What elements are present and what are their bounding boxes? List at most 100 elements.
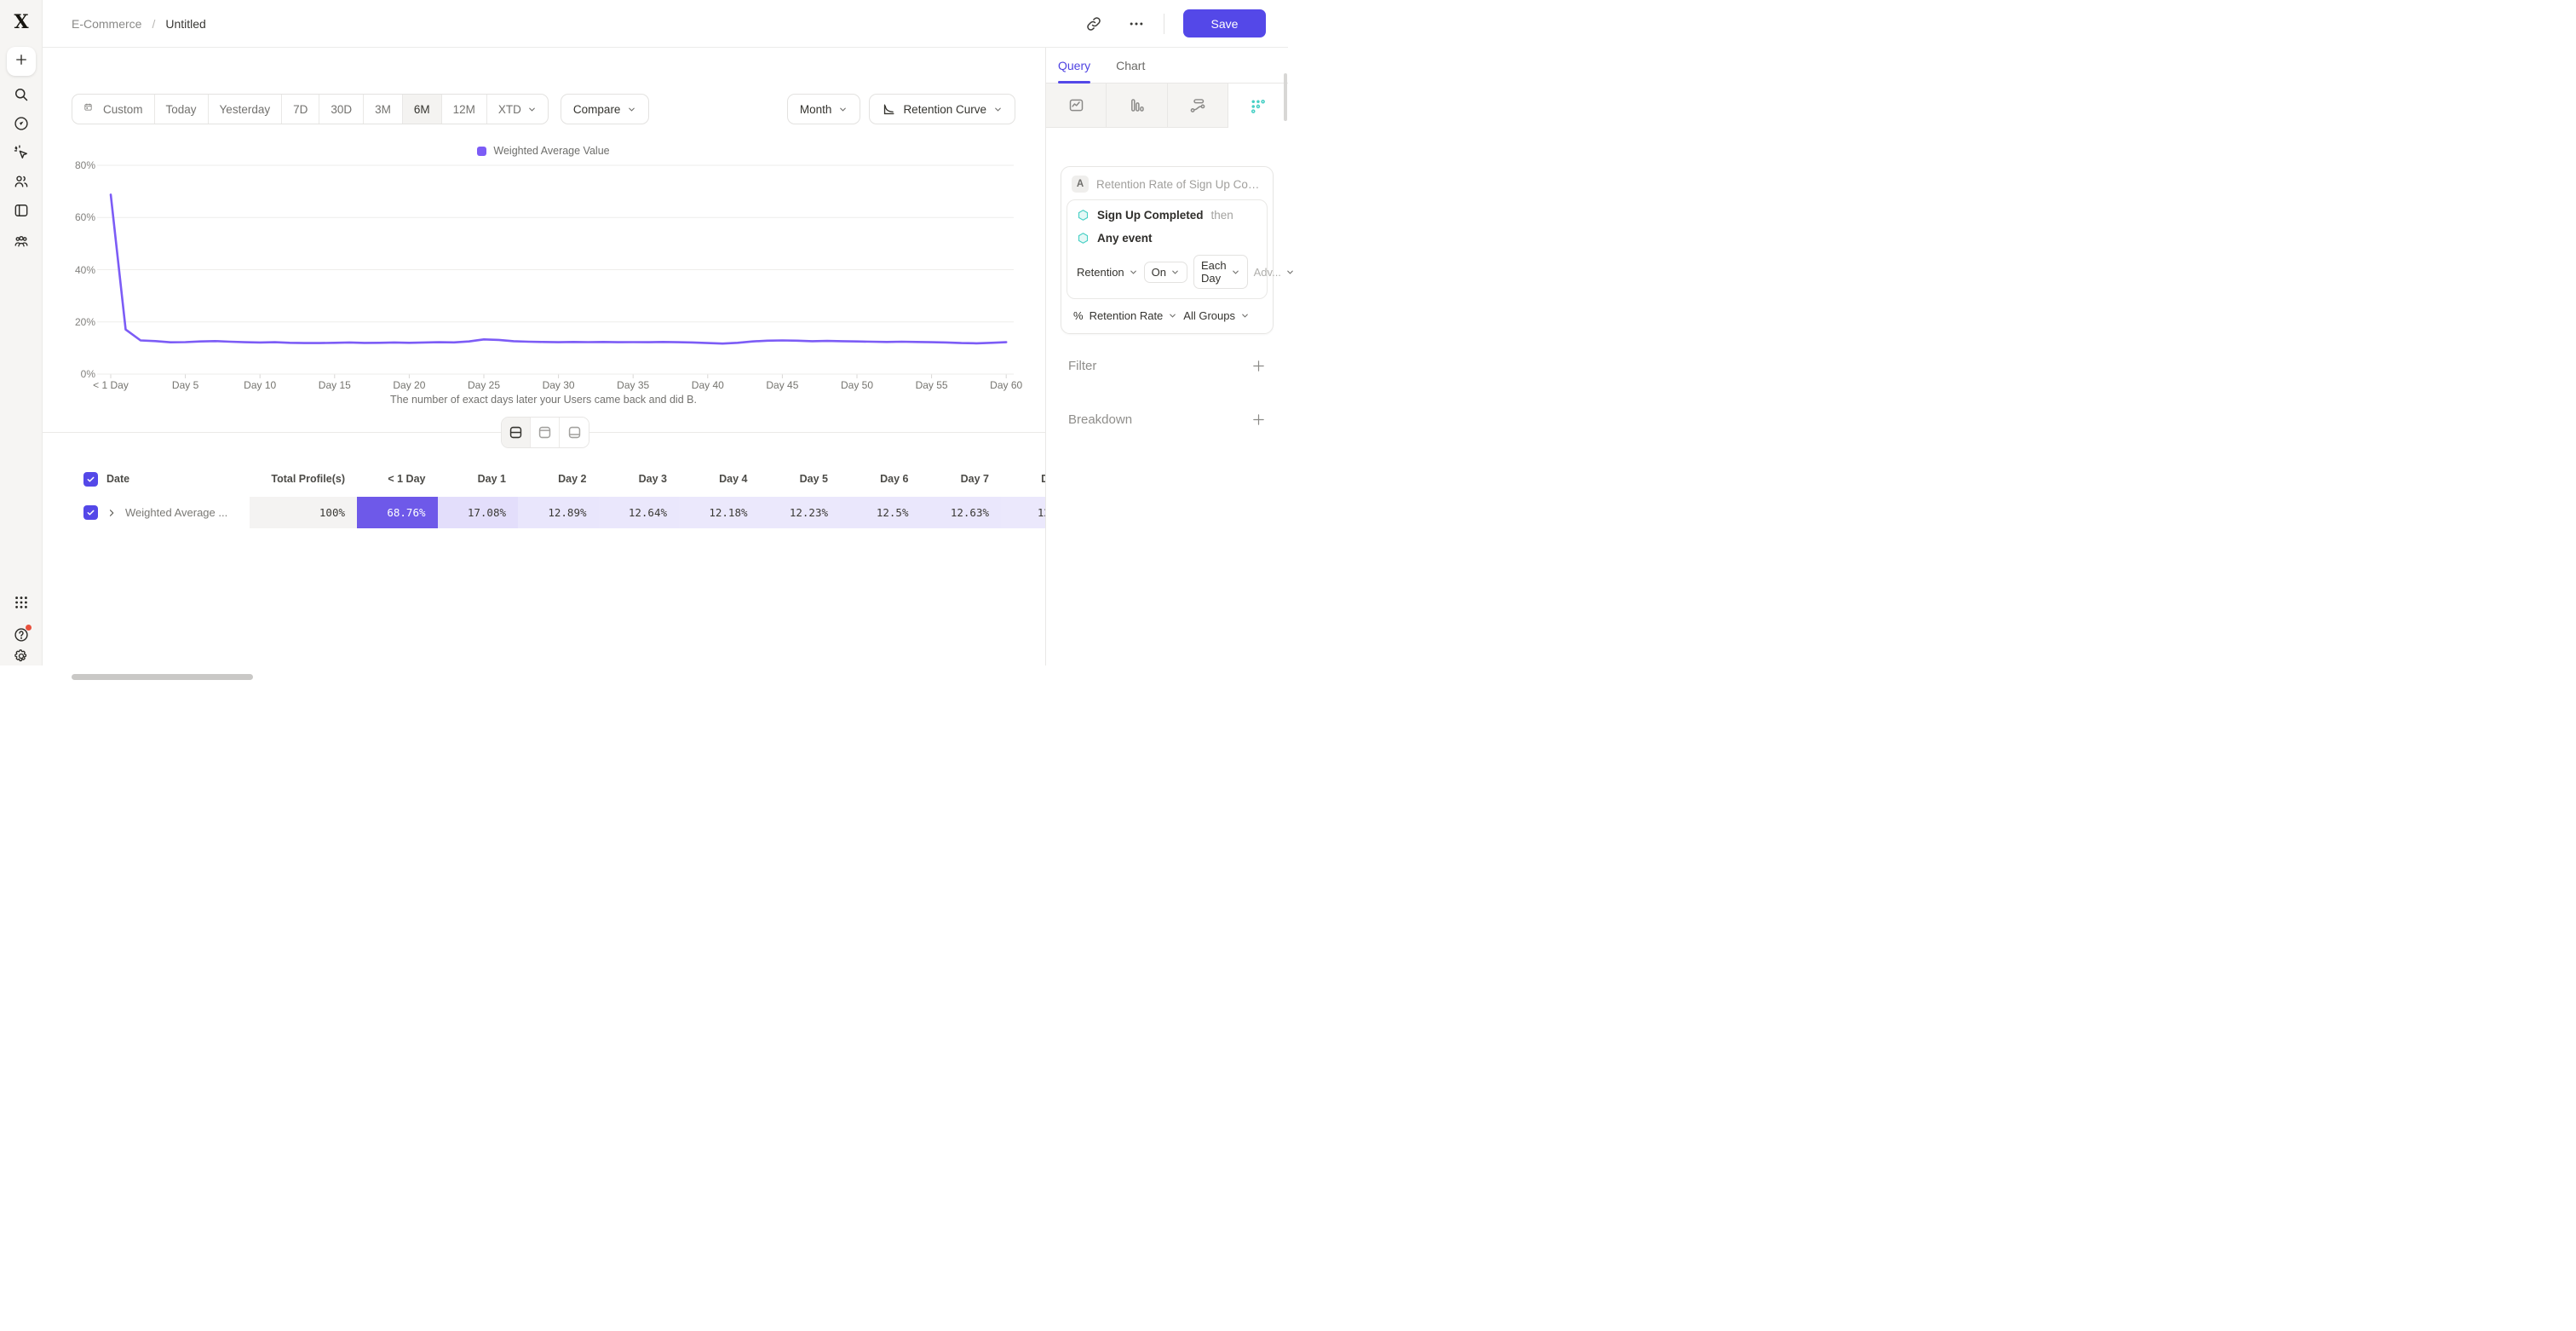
retention-icon[interactable] <box>1228 84 1288 128</box>
insights-icon[interactable] <box>1046 84 1107 128</box>
table-header-row: Date Total Profile(s) < 1 Day Day 1 Day 2 Da… <box>72 466 1045 492</box>
column-header: Day 6 <box>880 473 909 485</box>
report-type-tabs <box>1046 84 1288 128</box>
legend-swatch <box>477 146 487 156</box>
x-axis-tick-label: Day 15 <box>318 379 351 391</box>
chevron-down-icon <box>1170 268 1180 277</box>
vertical-scrollbar-thumb[interactable] <box>1284 73 1287 121</box>
row-checkbox[interactable] <box>83 505 98 520</box>
first-event-row[interactable]: Sign Up Completed then <box>1077 209 1257 222</box>
series-badge: A <box>1072 176 1089 193</box>
bucket-dropdown[interactable]: Each Day <box>1193 255 1248 289</box>
y-axis-tick-label: 40% <box>74 263 95 276</box>
query-panel: Query Chart A Retention Rate of Sign Up … <box>1045 48 1293 666</box>
chart-legend[interactable]: Weighted Average Value <box>72 145 1015 157</box>
settings-gear-icon[interactable] <box>13 648 30 665</box>
column-header: Day 1 <box>477 473 506 485</box>
chart-caption: The number of exact days later your User… <box>390 394 697 406</box>
date-range-3m[interactable]: 3M <box>364 95 403 124</box>
layout-split-icon[interactable] <box>502 418 531 447</box>
y-axis-tick-label: 80% <box>74 159 95 171</box>
search-icon[interactable] <box>13 86 30 103</box>
apps-grid-icon[interactable] <box>13 594 30 611</box>
date-range-xtd[interactable]: XTD <box>487 95 548 124</box>
row-expand-chevron-icon[interactable] <box>106 508 117 518</box>
on-dropdown[interactable]: On <box>1143 261 1187 283</box>
mixpanel-logo[interactable]: X <box>14 11 29 33</box>
retention-value-cell: 12.63% <box>950 506 989 519</box>
date-range-30d[interactable]: 30D <box>319 95 365 124</box>
tab-query[interactable]: Query <box>1058 48 1091 84</box>
tab-chart[interactable]: Chart <box>1116 58 1146 72</box>
panel-tabs: Query Chart <box>1046 48 1288 84</box>
date-range-today[interactable]: Today <box>155 95 209 124</box>
calendar-icon <box>83 102 97 116</box>
table-row: Weighted Average ... 100% 68.76% 17.08% 12.… <box>72 497 1045 528</box>
breadcrumb-separator: / <box>152 16 156 31</box>
users-icon[interactable] <box>13 173 30 190</box>
help-icon[interactable] <box>13 625 32 643</box>
plus-icon <box>14 52 29 72</box>
retention-value-cell: 12.5% <box>876 506 909 519</box>
x-axis-tick-label: Day 25 <box>467 379 501 391</box>
column-header: Day 4 <box>719 473 748 485</box>
x-axis-tick-label: Day 45 <box>766 379 799 391</box>
add-breakdown-button[interactable] <box>1251 412 1266 427</box>
y-axis-tick-label: 0% <box>80 368 95 380</box>
groups-dropdown[interactable]: All Groups <box>1183 309 1250 322</box>
cohorts-icon[interactable] <box>13 233 30 250</box>
measure-dropdown[interactable]: Retention Rate <box>1090 309 1178 322</box>
column-header: Day 3 <box>638 473 667 485</box>
then-label: then <box>1210 209 1233 222</box>
chart-type-dropdown[interactable]: Retention Curve <box>869 94 1015 124</box>
funnels-icon[interactable] <box>1107 84 1168 128</box>
flows-icon[interactable] <box>1167 84 1228 128</box>
more-menu-icon[interactable] <box>1128 15 1145 32</box>
retention-value-cell: 12.4% <box>1037 506 1045 519</box>
breadcrumb-page-title[interactable]: Untitled <box>165 16 206 31</box>
retention-criteria-dropdown[interactable]: Retention <box>1077 266 1138 279</box>
x-axis-tick-label: Day 10 <box>244 379 277 391</box>
measure-row: % Retention Rate All Groups <box>1061 299 1273 333</box>
date-range-7d[interactable]: 7D <box>282 95 320 124</box>
query-title[interactable]: Retention Rate of Sign Up Compl... <box>1096 177 1262 191</box>
advanced-dropdown[interactable]: Adv... <box>1254 266 1295 279</box>
date-range-yesterday[interactable]: Yesterday <box>209 95 283 124</box>
copy-link-icon[interactable] <box>1085 15 1102 32</box>
ai-assistant-icon[interactable] <box>13 144 30 161</box>
event-hexagon-icon <box>1078 233 1089 244</box>
total-profiles-cell: 100% <box>319 506 345 519</box>
x-axis-tick-label: Day 30 <box>542 379 575 391</box>
second-event-row[interactable]: Any event <box>1077 232 1257 245</box>
measure-prefix: % <box>1073 309 1084 322</box>
retention-value-cell: 12.18% <box>709 506 748 519</box>
chart-type-label: Retention Curve <box>903 102 986 116</box>
chevron-down-icon <box>1240 311 1250 320</box>
explore-compass-icon[interactable] <box>13 115 30 132</box>
create-new-button[interactable] <box>7 47 36 76</box>
select-all-checkbox[interactable] <box>83 471 98 487</box>
chevron-down-icon <box>838 105 848 114</box>
add-filter-button[interactable] <box>1251 359 1266 373</box>
query-card: A Retention Rate of Sign Up Compl... Sig… <box>1061 166 1293 334</box>
granularity-dropdown[interactable]: Month <box>786 94 861 124</box>
compare-button[interactable]: Compare <box>560 94 650 124</box>
y-axis-tick-label: 20% <box>74 315 95 328</box>
column-header-date: Date <box>106 473 130 485</box>
retention-value-cell: 68.76% <box>387 506 426 519</box>
column-header: < 1 Day <box>388 473 426 485</box>
retention-report-app: X E-Commerce / Untitled Save Custom Today… <box>0 0 1293 680</box>
filter-section: Filter <box>1046 359 1288 373</box>
breakdown-section: Breakdown <box>1046 412 1288 427</box>
layout-chart-only-icon[interactable] <box>531 418 560 447</box>
layout-table-only-icon[interactable] <box>560 418 589 447</box>
x-axis-tick-label: Day 50 <box>840 379 874 391</box>
x-axis-tick-label: Day 35 <box>617 379 650 391</box>
boards-icon[interactable] <box>13 202 30 219</box>
date-range-6m[interactable]: 6M <box>402 95 442 124</box>
breadcrumb-project[interactable]: E-Commerce <box>72 16 142 31</box>
date-range-custom[interactable]: Custom <box>72 95 155 124</box>
date-range-12m[interactable]: 12M <box>442 95 487 124</box>
horizontal-scrollbar-thumb[interactable] <box>72 674 253 680</box>
save-button[interactable]: Save <box>1183 9 1266 37</box>
